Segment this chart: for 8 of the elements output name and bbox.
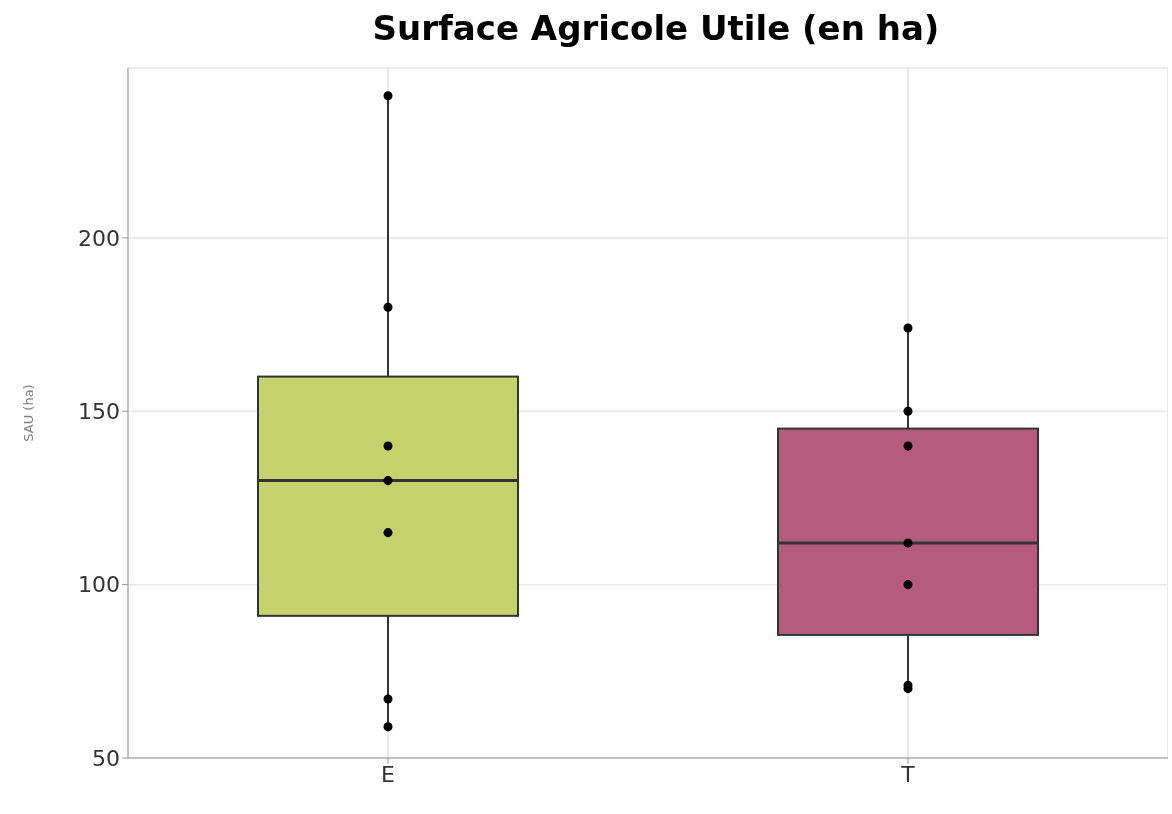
x-tick-label: E (381, 761, 395, 787)
y-tick-label: 200 (78, 225, 120, 251)
x-tick-label: T (900, 761, 916, 787)
chart-title: Surface Agricole Utile (en ha) (371, 8, 941, 50)
y-tick-label: 50 (92, 745, 120, 771)
y-tick-label: 100 (78, 572, 120, 598)
y-tick-label: 150 (78, 399, 120, 425)
y-axis-title: SAU (ha) (20, 384, 36, 442)
